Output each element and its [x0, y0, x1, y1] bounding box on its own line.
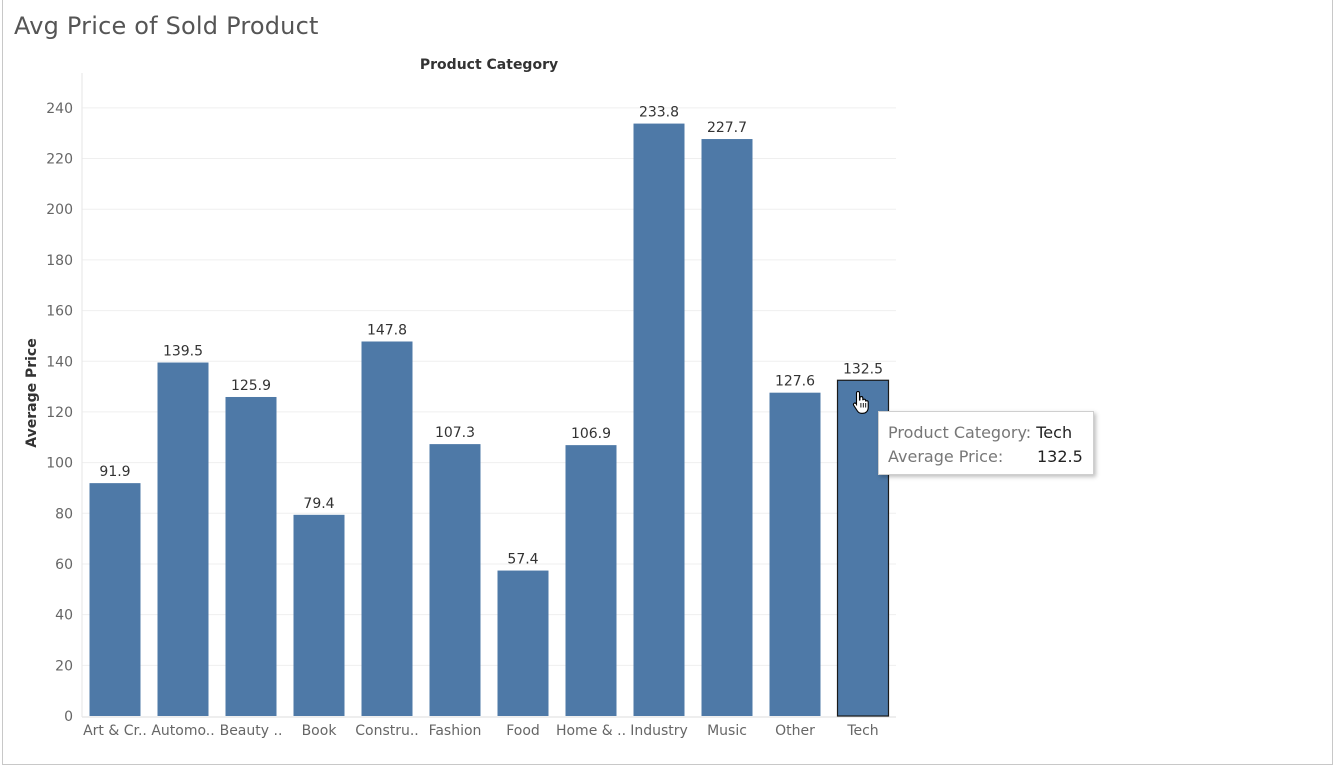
bar[interactable] [361, 341, 413, 716]
tooltip-category-value: Tech [1036, 423, 1073, 442]
y-tick-label: 20 [55, 658, 73, 674]
y-axis-title: Average Price [24, 338, 40, 447]
y-tick-label: 0 [64, 709, 73, 725]
bar-value-label: 227.7 [707, 120, 747, 136]
bar[interactable] [497, 570, 549, 716]
bar[interactable] [429, 444, 481, 716]
y-tick-label: 60 [55, 557, 73, 573]
y-tick-label: 120 [46, 405, 73, 421]
bar-value-label: 147.8 [367, 322, 407, 338]
x-tick-label: Tech [846, 723, 878, 739]
y-tick-label: 140 [46, 354, 73, 370]
x-tick-label: Art & Cr.. [83, 723, 147, 739]
x-tick-label: Industry [630, 723, 688, 739]
bar-value-label: 233.8 [639, 105, 679, 121]
x-tick-label: Other [775, 723, 815, 739]
y-tick-label: 80 [55, 506, 73, 522]
tooltip-price-label: Average Price: [888, 447, 1004, 466]
hand-pointer-icon [852, 390, 869, 414]
x-tick-label: Food [506, 723, 540, 739]
tooltip-price-value: 132.5 [1037, 447, 1083, 466]
bar-value-label: 79.4 [303, 496, 334, 512]
bar-value-label: 106.9 [571, 426, 611, 442]
bar[interactable] [701, 139, 753, 716]
bar-value-label: 139.5 [163, 344, 203, 360]
x-tick-label: Constru.. [355, 723, 419, 739]
x-tick-label: Home & .. [556, 723, 626, 739]
bar-value-label: 132.5 [843, 361, 883, 377]
y-tick-label: 160 [46, 304, 73, 320]
bar[interactable] [157, 362, 209, 716]
tooltip-row-category: Product Category: Tech [888, 421, 1093, 445]
bar[interactable] [769, 392, 821, 716]
bar-value-label: 125.9 [231, 378, 271, 394]
bar[interactable] [89, 483, 141, 716]
tooltip: Product Category: Tech Average Price: 13… [878, 411, 1094, 475]
x-tick-label: Fashion [429, 723, 482, 739]
bar-value-label: 57.4 [507, 552, 538, 568]
sheet-title: Avg Price of Sold Product [14, 12, 319, 40]
y-tick-label: 180 [46, 253, 73, 269]
y-tick-label: 200 [46, 202, 73, 218]
x-tick-label: Music [707, 723, 747, 739]
bar[interactable] [293, 514, 345, 716]
x-tick-label: Automo.. [151, 723, 214, 739]
tooltip-row-price: Average Price: 132.5 [888, 445, 1093, 469]
tooltip-category-label: Product Category: [888, 423, 1032, 442]
bar-value-label: 127.6 [775, 374, 815, 390]
bar[interactable] [565, 445, 617, 716]
bar[interactable] [633, 123, 685, 717]
y-tick-label: 100 [46, 456, 73, 472]
y-tick-label: 40 [55, 608, 73, 624]
y-tick-label: 240 [46, 101, 73, 117]
x-tick-label: Beauty .. [220, 723, 283, 739]
bar-value-label: 107.3 [435, 425, 475, 441]
bar-value-label: 91.9 [99, 464, 130, 480]
x-axis-title: Product Category [420, 57, 558, 73]
bar[interactable] [225, 396, 277, 716]
x-tick-label: Book [302, 723, 338, 739]
y-tick-label: 220 [46, 152, 73, 168]
